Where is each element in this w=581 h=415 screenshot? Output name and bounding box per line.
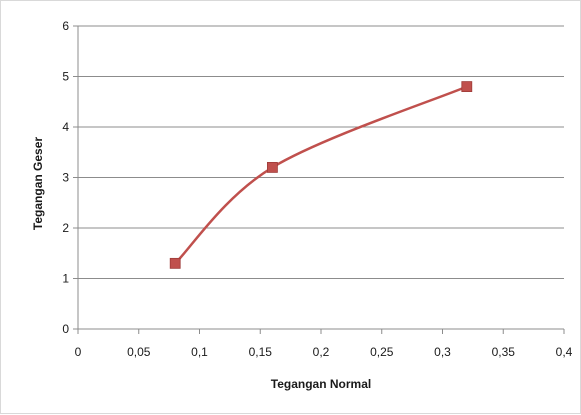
- y-tick-label: 5: [62, 70, 69, 84]
- data-point-marker: [266, 161, 278, 173]
- gridlines: [78, 25, 564, 279]
- x-tick-label: 0,2: [313, 345, 330, 359]
- x-tick-label: 0,15: [249, 345, 273, 359]
- x-tick-label: 0,05: [127, 345, 151, 359]
- x-tick-label: 0,1: [191, 345, 208, 359]
- y-tick-label: 1: [62, 272, 69, 286]
- y-tick-label: 6: [62, 19, 69, 33]
- axes: [73, 25, 565, 334]
- y-axis-title: Tegangan Geser: [31, 137, 45, 230]
- data-point-marker: [169, 257, 181, 269]
- y-tick-label: 0: [62, 322, 69, 336]
- tick-labels: 0 1 2 3 4 5 6 0 0,05 0,1 0,15 0,2 0,25 0,3 0,35 0,4: [62, 19, 572, 359]
- x-tick-label: 0,35: [492, 345, 516, 359]
- series-layer: [169, 81, 473, 269]
- x-tick-label: 0,25: [370, 345, 394, 359]
- y-tick-label: 3: [62, 171, 69, 185]
- x-tick-label: 0,3: [434, 345, 451, 359]
- data-point-marker: [461, 81, 473, 92]
- x-axis-title: Tegangan Normal: [271, 377, 371, 391]
- x-tick-label: 0,4: [556, 345, 573, 359]
- series-line: [173, 85, 469, 265]
- y-tick-label: 2: [62, 221, 69, 235]
- x-tick-label: 0: [75, 345, 82, 359]
- y-tick-label: 4: [62, 120, 69, 134]
